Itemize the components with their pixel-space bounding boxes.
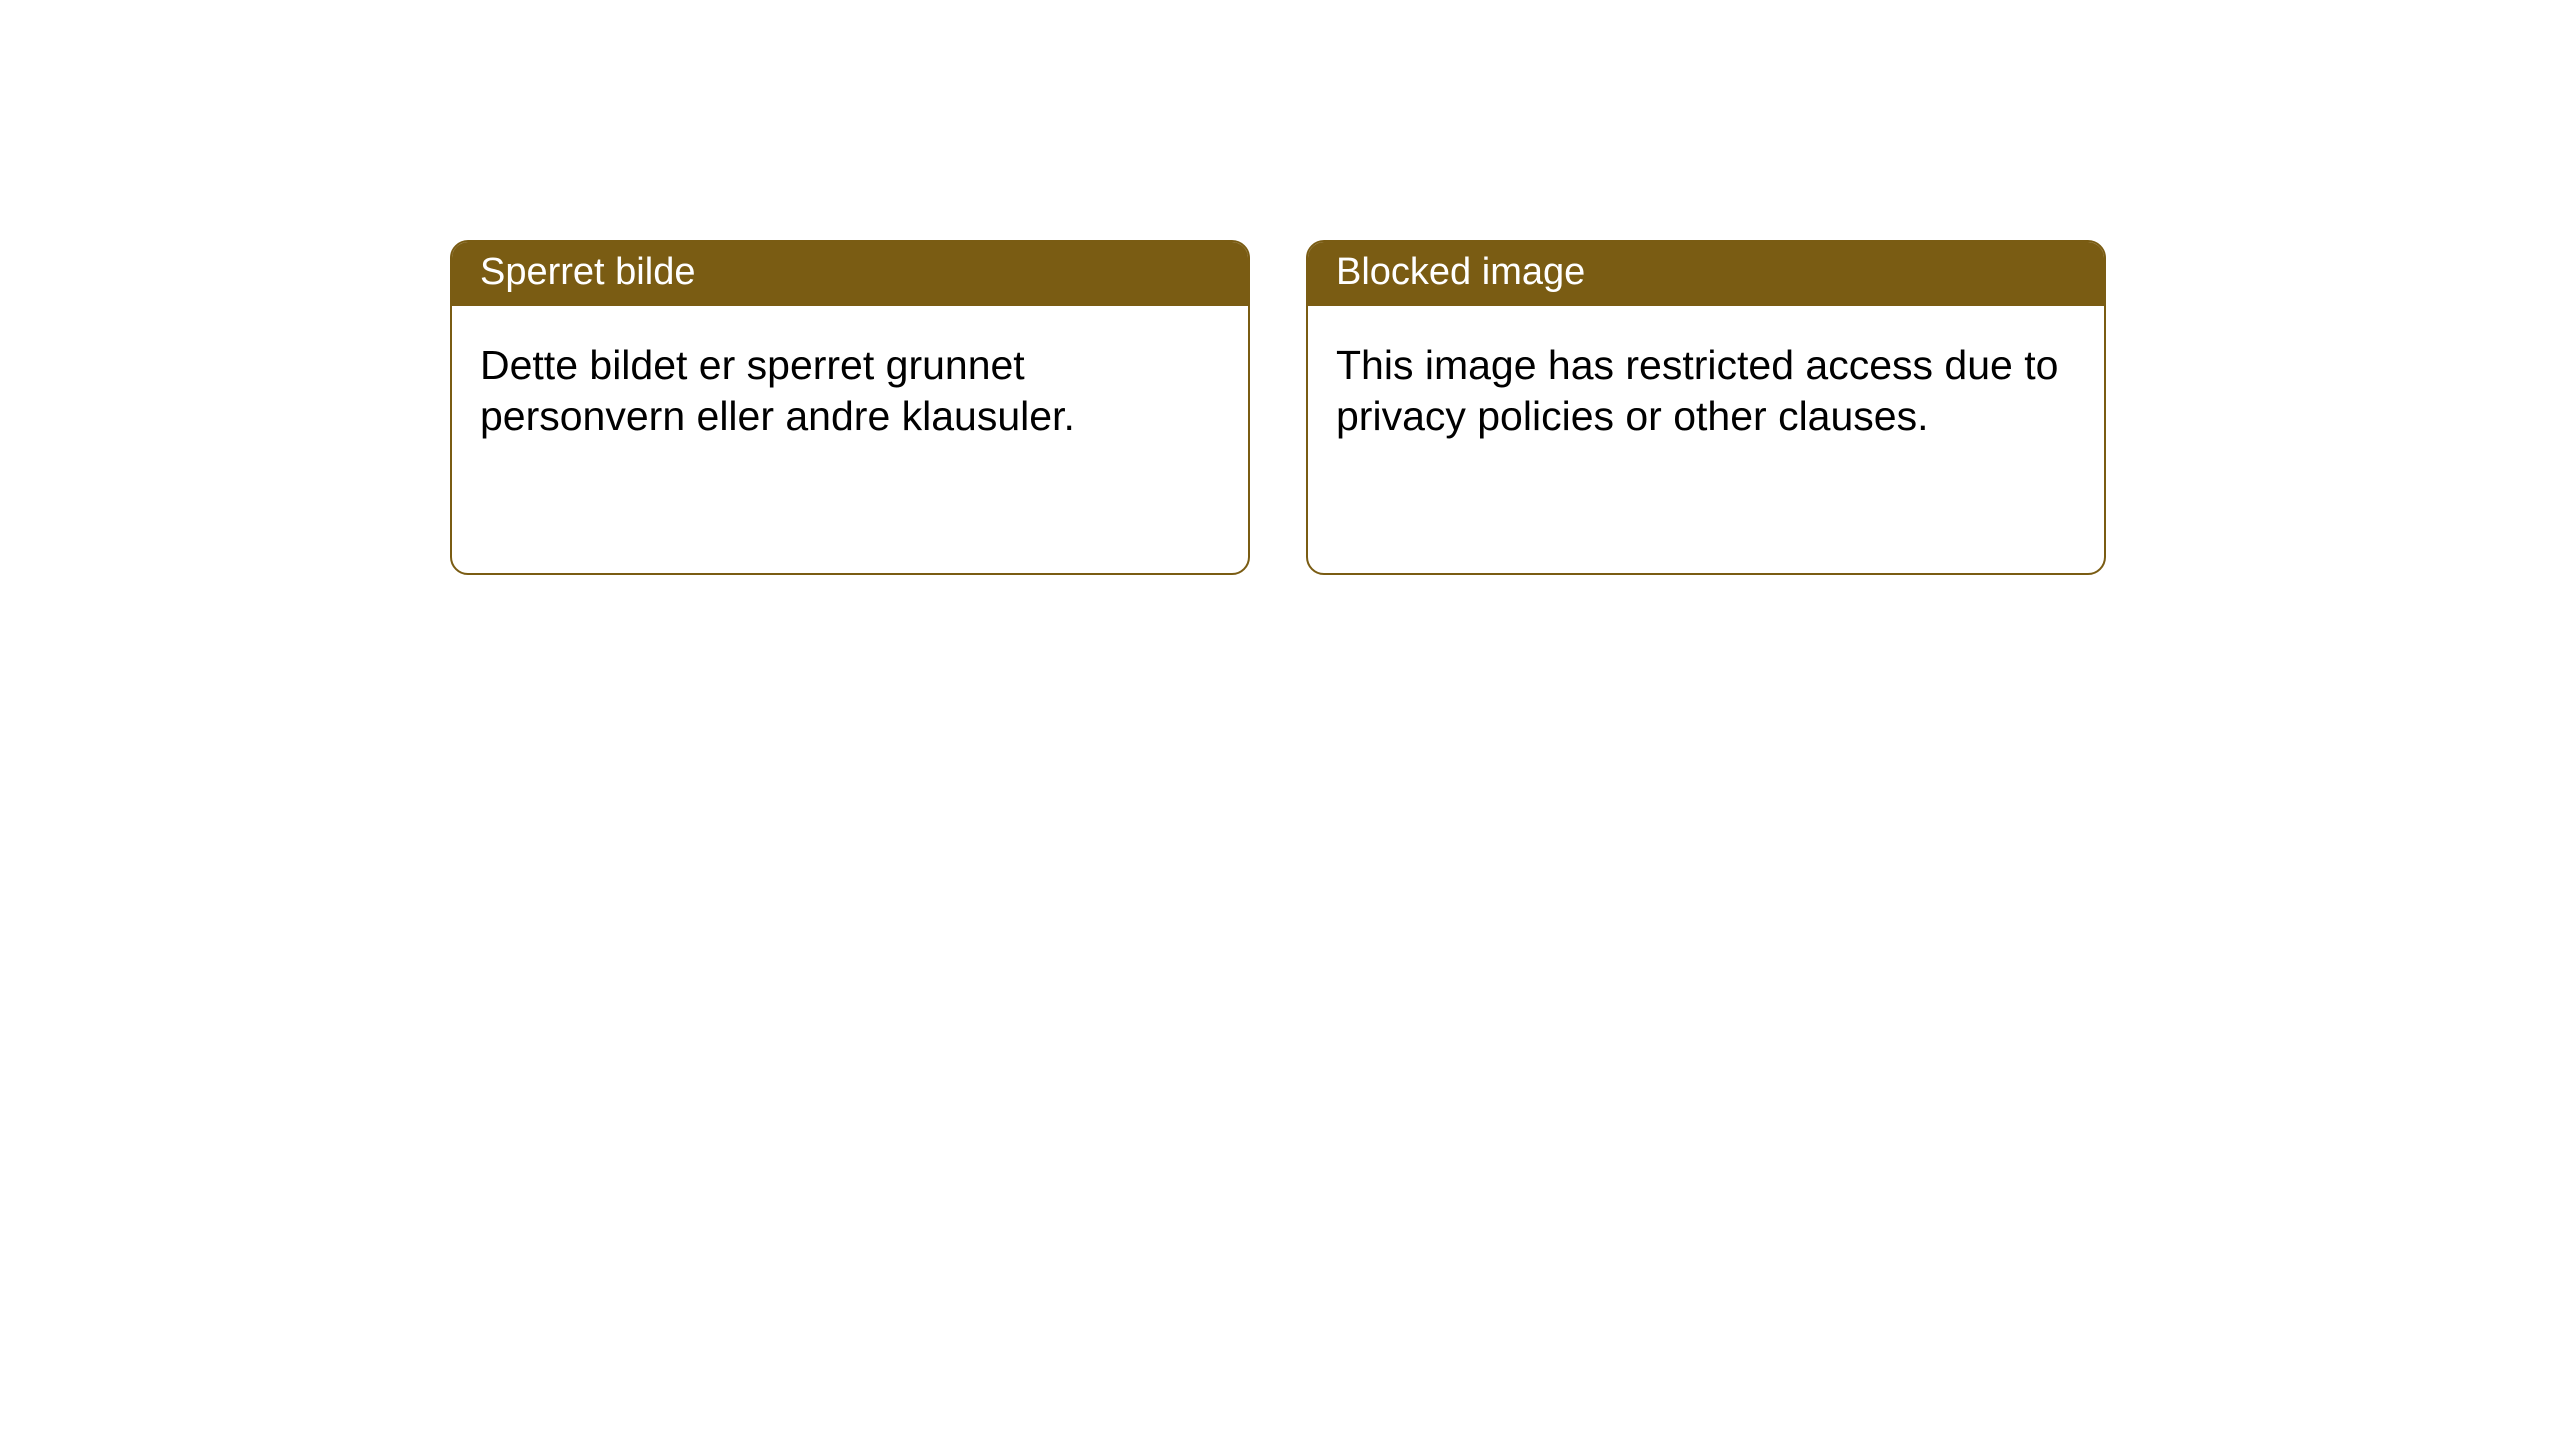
- card-message: Dette bildet er sperret grunnet personve…: [480, 342, 1075, 439]
- card-header: Blocked image: [1308, 242, 2104, 306]
- notice-card-norwegian: Sperret bilde Dette bildet er sperret gr…: [450, 240, 1250, 575]
- card-title: Sperret bilde: [480, 251, 695, 293]
- card-body: Dette bildet er sperret grunnet personve…: [452, 306, 1248, 477]
- card-title: Blocked image: [1336, 251, 1585, 293]
- notice-cards-container: Sperret bilde Dette bildet er sperret gr…: [0, 0, 2560, 575]
- card-message: This image has restricted access due to …: [1336, 342, 2058, 439]
- card-header: Sperret bilde: [452, 242, 1248, 306]
- notice-card-english: Blocked image This image has restricted …: [1306, 240, 2106, 575]
- card-body: This image has restricted access due to …: [1308, 306, 2104, 477]
